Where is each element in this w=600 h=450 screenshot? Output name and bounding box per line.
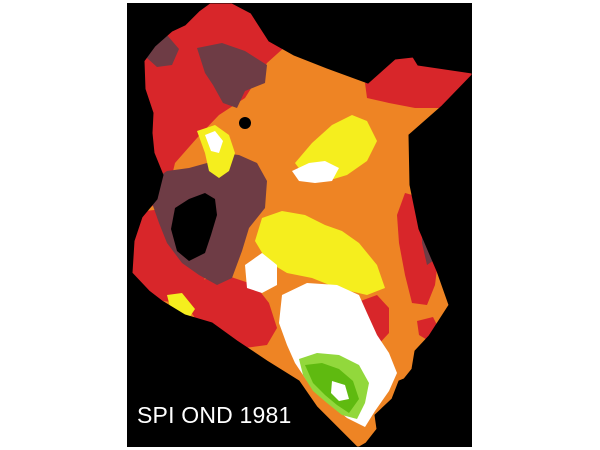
spi-map xyxy=(127,3,472,447)
spi-map-panel: SPI OND 1981 xyxy=(127,3,472,447)
map-caption: SPI OND 1981 xyxy=(137,402,292,429)
black-region-small xyxy=(239,117,251,129)
